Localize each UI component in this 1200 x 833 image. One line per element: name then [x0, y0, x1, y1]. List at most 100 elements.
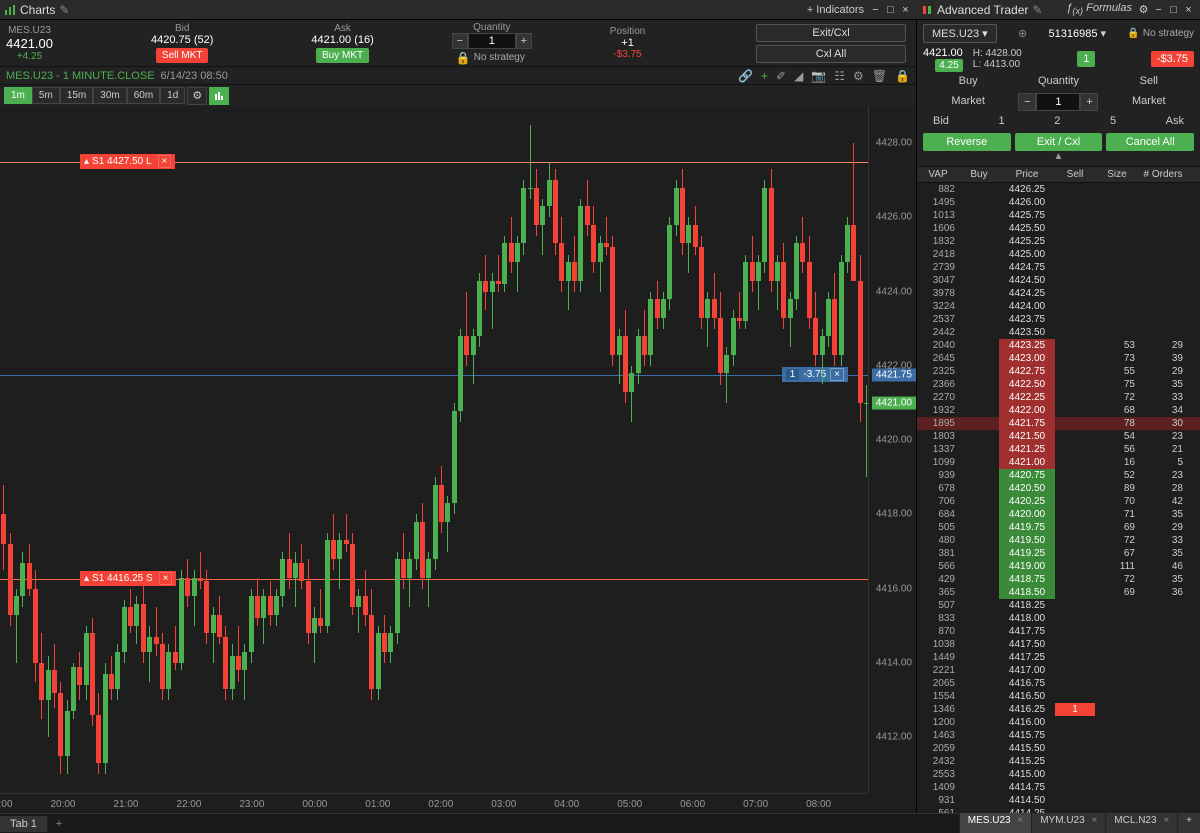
qty-minus-button[interactable]: −	[452, 33, 468, 49]
qty-2-button[interactable]: 2	[1054, 115, 1060, 127]
ladder-row[interactable]: 22214417.00	[917, 664, 1200, 677]
tab-close-icon[interactable]: ×	[1163, 815, 1169, 826]
ladder-row[interactable]: 18034421.505423	[917, 430, 1200, 443]
dom-ladder[interactable]: VAPBuyPriceSellSize# Orders 8824426.2514…	[917, 167, 1200, 813]
ladder-row[interactable]: 14634415.75	[917, 729, 1200, 742]
symbol-tab[interactable]: MCL.N23 ×	[1105, 813, 1177, 833]
maximize-icon[interactable]: □	[1166, 2, 1181, 17]
ladder-row[interactable]: 9314414.50	[917, 794, 1200, 807]
ladder-row[interactable]: 20654416.75	[917, 677, 1200, 690]
col-header[interactable]: Size	[1095, 167, 1139, 182]
ladder-row[interactable]: 24324415.25	[917, 755, 1200, 768]
camera-icon[interactable]: 📷	[811, 69, 826, 83]
ladder-row[interactable]: 5074418.25	[917, 599, 1200, 612]
lock-icon[interactable]: 🔒	[895, 69, 910, 83]
chart-area[interactable]: ▴S1 4427.50 L×▴S1 4416.25 S×1-3.75× 4428…	[0, 106, 916, 813]
tf-5m[interactable]: 5m	[32, 87, 60, 104]
qty-1-button[interactable]: 1	[999, 115, 1005, 127]
symbol-selector[interactable]: MES.U23 ▾	[923, 24, 997, 43]
brush-icon[interactable]: ✐	[776, 69, 786, 83]
tab-1[interactable]: Tab 1	[0, 816, 48, 832]
ladder-row[interactable]: 20594415.50	[917, 742, 1200, 755]
minimize-icon[interactable]: −	[1151, 2, 1166, 17]
ladder-row[interactable]: 8704417.75	[917, 625, 1200, 638]
ladder-row[interactable]: 24424423.50	[917, 326, 1200, 339]
col-header[interactable]: VAP	[917, 167, 959, 182]
account-selector[interactable]: 51316985 ▾	[1049, 27, 1107, 40]
symbol-tab[interactable]: MES.U23 ×	[959, 813, 1031, 833]
ladder-row[interactable]: 3654418.506936	[917, 586, 1200, 599]
position-marker[interactable]: 1-3.75×	[782, 367, 848, 382]
col-header[interactable]: # Orders	[1139, 167, 1187, 182]
tf-15m[interactable]: 15m	[60, 87, 93, 104]
marker-close-icon[interactable]: ×	[159, 572, 173, 585]
exit-cxl-button[interactable]: Exit/Cxl	[756, 24, 906, 42]
ladder-row[interactable]: 13374421.255621	[917, 443, 1200, 456]
col-header[interactable]: Buy	[959, 167, 999, 182]
ladder-row[interactable]: 22704422.257233	[917, 391, 1200, 404]
price-marker[interactable]: ▴S1 4427.50 L×	[80, 154, 175, 169]
ladder-row[interactable]: 5054419.756929	[917, 521, 1200, 534]
ladder-row[interactable]: 24184425.00	[917, 248, 1200, 261]
ladder-row[interactable]: 23664422.507535	[917, 378, 1200, 391]
qty-minus-button[interactable]: −	[1018, 93, 1036, 111]
sell-market-button[interactable]: Market	[1104, 95, 1194, 107]
qty-input[interactable]	[468, 33, 516, 49]
qty-plus-button[interactable]: +	[516, 33, 532, 49]
text-icon[interactable]: ☷	[834, 69, 845, 83]
ladder-row[interactable]: 25374423.75	[917, 313, 1200, 326]
marker-close-icon[interactable]: ×	[830, 368, 844, 381]
edit-icon[interactable]: ✎	[59, 3, 69, 17]
ladder-row[interactable]: 8334418.00	[917, 612, 1200, 625]
ladder-row[interactable]: 12004416.00	[917, 716, 1200, 729]
qty-plus-button[interactable]: +	[1080, 93, 1098, 111]
formulas-link[interactable]: ƒ(x) Formulas	[1062, 2, 1136, 16]
buy-market-button[interactable]: Market	[923, 95, 1013, 107]
tab-close-icon[interactable]: ×	[1091, 815, 1097, 826]
settings-icon[interactable]: ⚙	[853, 69, 864, 83]
ladder-row[interactable]: 10384417.50	[917, 638, 1200, 651]
col-header[interactable]: Sell	[1055, 167, 1095, 182]
marker-close-icon[interactable]: ×	[158, 155, 172, 168]
indicators-link[interactable]: + Indicators	[803, 4, 868, 16]
tf-30m[interactable]: 30m	[93, 87, 126, 104]
close-icon[interactable]: ×	[898, 2, 913, 17]
ladder-row[interactable]: 26454423.007339	[917, 352, 1200, 365]
link-icon[interactable]: 🔗	[738, 69, 753, 83]
ladder-row[interactable]: 16064425.50	[917, 222, 1200, 235]
symbol-tab[interactable]: MYM.U23 ×	[1031, 813, 1105, 833]
chart-type-icon[interactable]	[209, 87, 229, 105]
cxl-all-button[interactable]: Cxl All	[756, 45, 906, 63]
expand-up-icon[interactable]: ▲	[923, 151, 1194, 162]
reverse-button[interactable]: Reverse	[923, 133, 1011, 151]
price-marker[interactable]: ▴S1 4416.25 S×	[80, 571, 176, 586]
add-tab-button[interactable]: +	[48, 816, 70, 832]
tf-1d[interactable]: 1d	[160, 87, 185, 104]
tab-close-icon[interactable]: ×	[1017, 815, 1023, 826]
tf-1m[interactable]: 1m	[4, 87, 32, 104]
target-icon[interactable]: ⊕	[1018, 27, 1027, 40]
ladder-row[interactable]: 32244424.00	[917, 300, 1200, 313]
ask-button[interactable]: Ask	[1166, 115, 1184, 127]
ladder-row[interactable]: 4294418.757235	[917, 573, 1200, 586]
ladder-row[interactable]: 6844420.007135	[917, 508, 1200, 521]
ladder-row[interactable]: 25534415.00	[917, 768, 1200, 781]
add-symbol-tab[interactable]: +	[1177, 813, 1200, 833]
ladder-row[interactable]: 39784424.25	[917, 287, 1200, 300]
edit-icon[interactable]: ✎	[1032, 3, 1042, 17]
ladder-row[interactable]: 3814419.256735	[917, 547, 1200, 560]
close-icon[interactable]: ×	[1181, 2, 1196, 17]
ladder-row[interactable]: 20404423.255329	[917, 339, 1200, 352]
col-header[interactable]: Price	[999, 167, 1055, 182]
ladder-row[interactable]: 18324425.25	[917, 235, 1200, 248]
ladder-row[interactable]: 14094414.75	[917, 781, 1200, 794]
ladder-row[interactable]: 23254422.755529	[917, 365, 1200, 378]
qty-input[interactable]	[1036, 93, 1080, 111]
tool-icon[interactable]: ◢	[794, 69, 803, 83]
ladder-row[interactable]: 14954426.00	[917, 196, 1200, 209]
trash-icon[interactable]: 🗑	[872, 69, 887, 83]
tf-60m[interactable]: 60m	[127, 87, 160, 104]
qty-5-button[interactable]: 5	[1110, 115, 1116, 127]
ladder-row[interactable]: 6784420.508928	[917, 482, 1200, 495]
ladder-row[interactable]: 13464416.251	[917, 703, 1200, 716]
